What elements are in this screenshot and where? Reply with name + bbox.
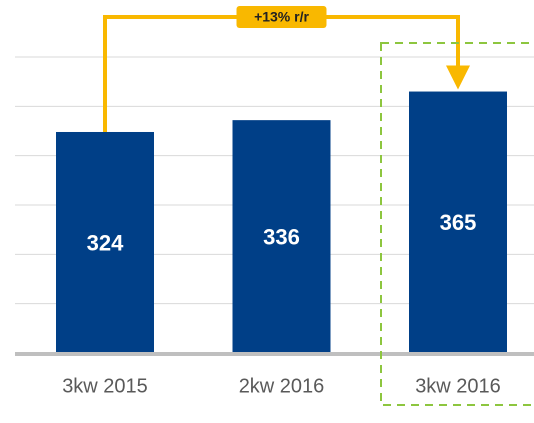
bar [232, 120, 331, 353]
x-tick-label: 3kw 2015 [62, 375, 148, 397]
value-label: 336 [263, 224, 300, 249]
value-label: 324 [87, 230, 124, 255]
x-tick-label: 3kw 2016 [415, 375, 501, 397]
annotation-box [236, 6, 327, 28]
value-label: 365 [440, 210, 477, 235]
highlight-box [380, 42, 534, 406]
annotation-arrow [103, 15, 460, 132]
bar [56, 131, 154, 353]
annotation-label: +13% r/r [254, 9, 309, 25]
bar [409, 91, 507, 354]
arrow-head [446, 65, 470, 90]
x-tick-label: 2kw 2016 [239, 375, 325, 397]
